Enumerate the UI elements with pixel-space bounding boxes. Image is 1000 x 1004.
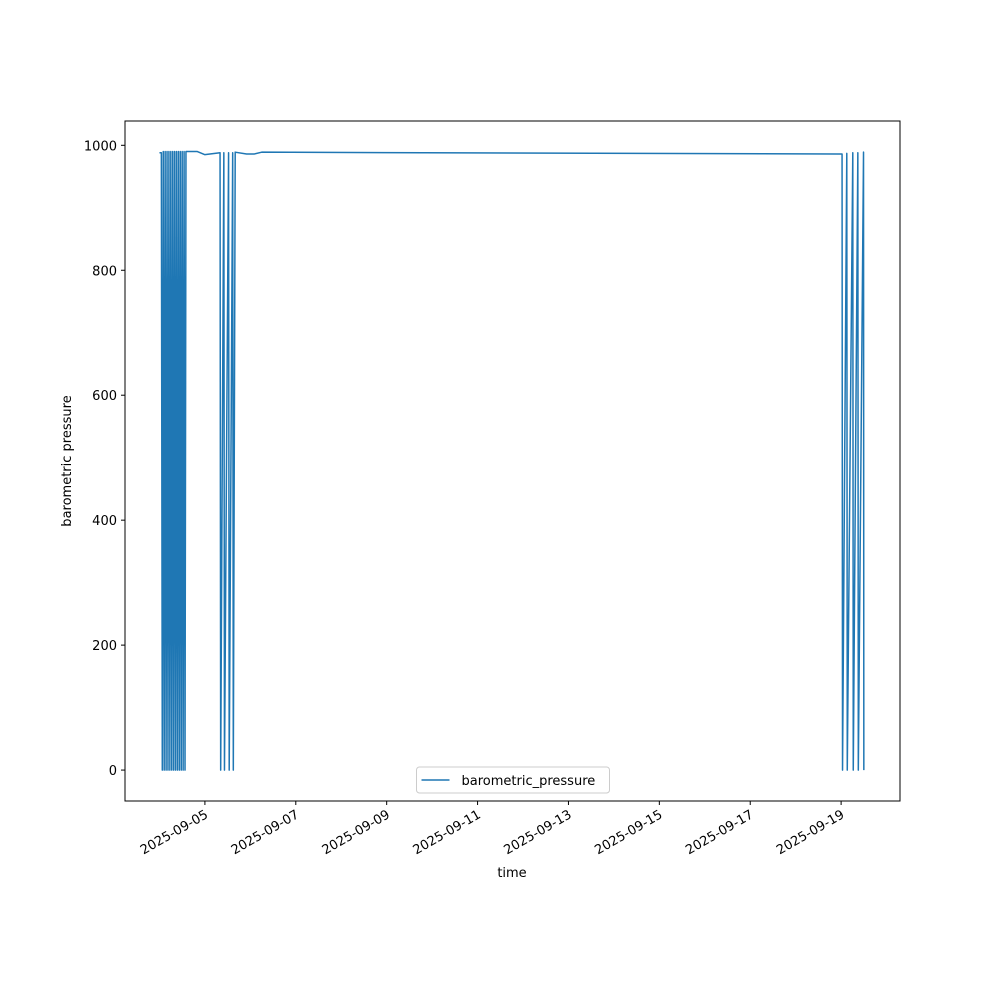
y-tick-label: 1000 (84, 139, 117, 154)
x-tick-label: 2025-09-07 (229, 807, 302, 858)
y-tick-label: 0 (109, 764, 117, 779)
x-tick-label: 2025-09-17 (683, 807, 756, 858)
y-axis-label: barometric pressure (60, 395, 75, 526)
legend-label: barometric_pressure (462, 774, 596, 789)
x-tick-label: 2025-09-19 (774, 807, 847, 858)
x-tick-label: 2025-09-05 (138, 807, 211, 858)
x-tick-label: 2025-09-11 (411, 807, 484, 858)
x-axis-label: time (497, 866, 526, 881)
data-line (159, 150, 865, 771)
legend-box (416, 766, 610, 794)
x-tick-label: 2025-09-09 (320, 807, 393, 858)
y-tick-label: 200 (92, 639, 117, 654)
plot-frame (124, 120, 901, 802)
x-tick-label: 2025-09-13 (502, 807, 575, 858)
x-tick-label: 2025-09-15 (592, 807, 665, 858)
y-tick-label: 400 (92, 514, 117, 529)
y-tick-label: 600 (92, 389, 117, 404)
y-tick-label: 800 (92, 264, 117, 279)
